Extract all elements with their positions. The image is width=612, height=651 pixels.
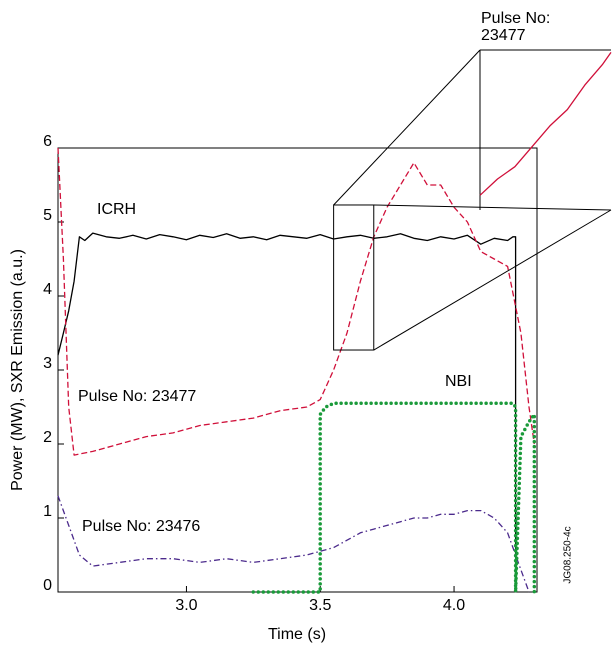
series-label: NBI bbox=[445, 373, 472, 390]
y-tick-label: 5 bbox=[43, 207, 52, 224]
data-line bbox=[57, 232, 517, 592]
y-tick-label: 3 bbox=[43, 355, 52, 372]
y-axis-label: Power (MW), SXR Emission (a.u.) bbox=[9, 249, 26, 491]
x-tick-label: 3.5 bbox=[309, 597, 331, 614]
zoom-connector bbox=[373, 204, 612, 211]
inset-label: Pulse No: bbox=[481, 10, 550, 27]
x-tick-label: 3.0 bbox=[175, 597, 197, 614]
zoom-connector bbox=[373, 209, 612, 351]
data-line bbox=[479, 52, 612, 196]
y-tick-label: 2 bbox=[43, 429, 52, 446]
zoom-connector bbox=[333, 49, 481, 206]
series-label: Pulse No: 23476 bbox=[82, 518, 200, 535]
y-tick-label: 0 bbox=[43, 577, 52, 594]
x-axis-label: Time (s) bbox=[268, 626, 326, 643]
y-tick-label: 6 bbox=[43, 133, 52, 150]
y-tick-label: 1 bbox=[43, 503, 52, 520]
x-tick-label: 4.0 bbox=[443, 597, 465, 614]
data-line bbox=[57, 147, 535, 456]
series-label: Pulse No: 23477 bbox=[78, 388, 196, 405]
data-line bbox=[57, 495, 530, 593]
zoom-box bbox=[333, 204, 375, 351]
data-line bbox=[251, 401, 537, 594]
y-tick-label: 4 bbox=[43, 281, 52, 298]
inset-label: 23477 bbox=[481, 27, 526, 44]
series-label: ICRH bbox=[97, 201, 136, 218]
watermark: JG08.250-4c bbox=[563, 526, 574, 583]
